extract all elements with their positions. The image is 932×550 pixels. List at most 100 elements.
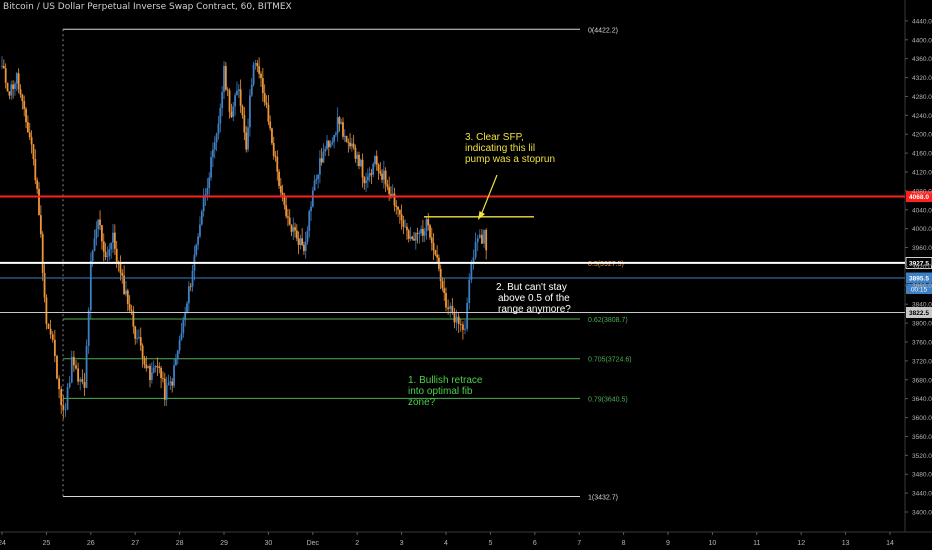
sfp-arrow [480, 174, 498, 216]
candle-down [429, 225, 431, 238]
candle-down [395, 205, 398, 207]
candle-up [308, 211, 311, 231]
candle-down [342, 122, 344, 137]
candle-up [176, 350, 179, 360]
price-tick-label: 4240.0 [912, 113, 932, 120]
candle-down [141, 345, 144, 359]
candle-up [472, 257, 475, 264]
candle-up [182, 320, 185, 334]
fib-level-label: 0.705(3724.6) [588, 357, 632, 364]
candle-down [171, 381, 174, 386]
price-tick-label: 4360.0 [912, 56, 932, 63]
candle-up [304, 241, 307, 252]
candle-up [213, 142, 216, 150]
candle-down [354, 147, 357, 159]
candle-down [17, 73, 20, 90]
candle-down [32, 144, 35, 160]
candle-down [163, 378, 166, 400]
candle-down [8, 91, 11, 96]
candle-up [455, 316, 458, 323]
candle-down [4, 68, 7, 83]
price-tick-label: 3840.0 [912, 302, 932, 309]
candle-up [252, 64, 255, 85]
candle-down [430, 237, 433, 243]
candle-down [134, 326, 137, 339]
candle-down [12, 84, 14, 89]
candle-up [219, 107, 222, 124]
candle-down [278, 171, 280, 186]
annotation-line: 2. But can't stay [496, 282, 567, 293]
candle-up [292, 227, 295, 232]
price-tick-label: 4440.0 [912, 18, 932, 25]
candle-down [283, 195, 286, 206]
price-tick-label: 3480.0 [912, 472, 932, 479]
price-tick-label: 3600.0 [912, 415, 932, 422]
candle-down [347, 141, 350, 143]
candle-up [10, 84, 13, 96]
candle-down [43, 272, 46, 298]
price-tick-label: 3800.0 [912, 321, 932, 328]
price-tick-label: 4160.0 [912, 151, 932, 158]
candle-up [197, 236, 199, 245]
candle-up [359, 159, 362, 167]
candle-down [39, 215, 42, 235]
time-tick-label: 24 [0, 540, 6, 547]
countdown-badge [906, 284, 932, 295]
candle-down [28, 132, 31, 138]
candle-down [338, 117, 341, 124]
price-tick-label: 4120.0 [912, 170, 932, 177]
annotation-line: 1. Bullish retrace [408, 375, 483, 386]
candle-down [422, 228, 424, 236]
price-badge [906, 191, 932, 203]
time-axis[interactable]: 24 25 26 27 28 29 30 Dec 2 3 4 5 6 7 8 9 10 11 12 13 14 [0, 532, 894, 547]
candle-up [418, 233, 421, 234]
candle-down [345, 135, 348, 142]
fib-level-label: 1(3432.7) [588, 495, 618, 502]
candle-up [66, 387, 69, 410]
price-badge-label: 3895.5 [909, 276, 929, 283]
candle-up [178, 339, 181, 351]
candle-up [95, 229, 98, 239]
candle-down [156, 366, 159, 367]
candle-down [281, 192, 284, 196]
candle-down [462, 324, 464, 330]
time-tick-label: 28 [176, 540, 184, 547]
candle-down [402, 220, 405, 227]
candle-down [99, 219, 101, 226]
candle-down [297, 238, 300, 246]
candle-up [14, 83, 16, 89]
candle-up [306, 230, 309, 242]
candle-up [324, 148, 327, 152]
candle-down [102, 241, 105, 252]
chart-title: Bitcoin / US Dollar Perpetual Inverse Sw… [3, 2, 292, 12]
candle-down [139, 337, 142, 346]
candle-down [436, 254, 439, 258]
candle-up [311, 190, 314, 207]
candle-down [36, 180, 39, 189]
fibonacci-retracement[interactable]: 0(4422.2) 0.5(3927.5) 0.62(3808.7) 0.705(37… [62, 27, 632, 502]
horizontal-levels[interactable]: 4068.0 3927.5 3895.5 3822.5 00:15 [0, 191, 932, 318]
candle-down [406, 226, 408, 231]
candle-down [41, 234, 44, 273]
time-tick-label: 7 [577, 540, 581, 547]
candle-down [143, 358, 146, 365]
candle-down [38, 188, 40, 216]
candle-up [449, 305, 452, 310]
price-tick-label: 3920.0 [912, 264, 932, 271]
candle-up [87, 310, 90, 346]
candle-down [459, 324, 462, 325]
candle-down [303, 244, 305, 252]
price-axis[interactable]: 3400.0 3440.0 3480.0 3520.0 3560.0 3600.0 3640… [905, 18, 932, 517]
candle-down [287, 216, 289, 218]
candle-up [340, 122, 343, 124]
candle-up [343, 135, 346, 137]
candle-down [352, 143, 355, 148]
candle-down [45, 297, 48, 324]
price-tick-label: 3520.0 [912, 453, 932, 460]
candle-up [374, 156, 376, 164]
price-tick-label: 4400.0 [912, 37, 932, 44]
annotation-line: zone? [408, 397, 436, 408]
candle-down [30, 137, 33, 145]
candle-down [481, 234, 483, 244]
